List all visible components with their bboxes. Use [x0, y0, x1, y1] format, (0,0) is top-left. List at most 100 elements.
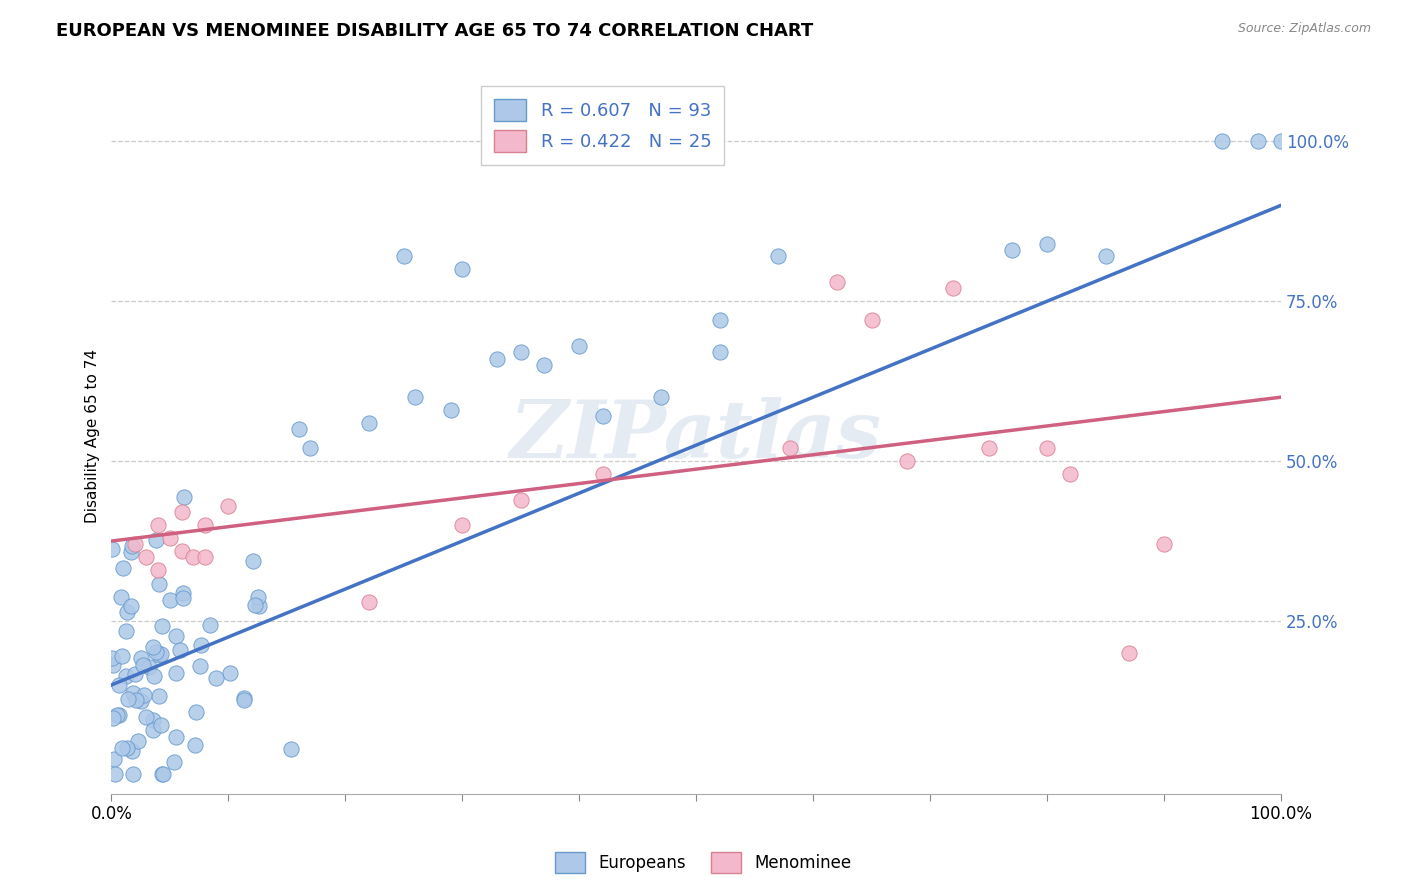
- Point: [142, 713, 165, 727]
- Point: [110, 590, 132, 604]
- Point: [111, 648, 134, 663]
- Point: [1036, 442, 1059, 456]
- Point: [148, 577, 170, 591]
- Point: [942, 281, 965, 295]
- Point: [152, 767, 174, 781]
- Point: [1059, 467, 1081, 481]
- Point: [159, 531, 181, 545]
- Point: [110, 740, 132, 755]
- Point: [1094, 250, 1116, 264]
- Point: [1211, 135, 1233, 149]
- Point: [121, 744, 143, 758]
- Point: [125, 693, 148, 707]
- Legend: R = 0.607   N = 93, R = 0.422   N = 25: R = 0.607 N = 93, R = 0.422 N = 25: [481, 87, 724, 165]
- Point: [190, 638, 212, 652]
- Legend: Europeans, Menominee: Europeans, Menominee: [548, 846, 858, 880]
- Point: [142, 669, 165, 683]
- Point: [896, 454, 918, 468]
- Point: [148, 689, 170, 703]
- Point: [124, 537, 146, 551]
- Point: [392, 250, 415, 264]
- Point: [104, 767, 127, 781]
- Point: [246, 591, 269, 605]
- Point: [165, 629, 187, 643]
- Point: [159, 593, 181, 607]
- Point: [184, 705, 207, 719]
- Point: [103, 752, 125, 766]
- Point: [142, 723, 165, 738]
- Point: [650, 390, 672, 404]
- Point: [150, 619, 173, 633]
- Point: [509, 492, 531, 507]
- Point: [121, 767, 143, 781]
- Point: [205, 671, 228, 685]
- Point: [129, 694, 152, 708]
- Point: [121, 540, 143, 554]
- Point: [132, 689, 155, 703]
- Point: [170, 505, 193, 519]
- Point: [148, 563, 170, 577]
- Point: [451, 262, 474, 277]
- Point: [108, 707, 131, 722]
- Point: [977, 442, 1000, 456]
- Point: [103, 657, 125, 672]
- Point: [217, 499, 239, 513]
- Point: [779, 442, 801, 456]
- Point: [200, 617, 222, 632]
- Point: [1118, 646, 1140, 660]
- Point: [124, 666, 146, 681]
- Point: [709, 313, 731, 327]
- Point: [100, 541, 122, 556]
- Point: [486, 351, 509, 366]
- Point: [1001, 243, 1024, 257]
- Point: [142, 640, 165, 655]
- Point: [115, 741, 138, 756]
- Point: [709, 345, 731, 359]
- Point: [105, 708, 128, 723]
- Point: [111, 561, 134, 575]
- Text: EUROPEAN VS MENOMINEE DISABILITY AGE 65 TO 74 CORRELATION CHART: EUROPEAN VS MENOMINEE DISABILITY AGE 65 …: [56, 22, 814, 40]
- Point: [592, 409, 614, 424]
- Point: [451, 518, 474, 533]
- Point: [825, 275, 848, 289]
- Point: [592, 467, 614, 481]
- Point: [148, 648, 170, 662]
- Point: [172, 591, 194, 606]
- Point: [247, 599, 270, 613]
- Point: [135, 550, 157, 565]
- Point: [127, 734, 149, 748]
- Point: [150, 718, 173, 732]
- Point: [1246, 135, 1268, 149]
- Point: [145, 533, 167, 547]
- Point: [299, 442, 322, 456]
- Point: [114, 624, 136, 639]
- Point: [1036, 236, 1059, 251]
- Point: [165, 666, 187, 681]
- Point: [766, 250, 789, 264]
- Point: [184, 739, 207, 753]
- Point: [232, 691, 254, 706]
- Point: [163, 755, 186, 769]
- Point: [103, 711, 125, 725]
- Point: [131, 657, 153, 672]
- Point: [115, 605, 138, 619]
- Point: [148, 518, 170, 533]
- Point: [860, 313, 883, 327]
- Point: [120, 545, 142, 559]
- Point: [533, 358, 555, 372]
- Text: ZIPatlas: ZIPatlas: [510, 397, 882, 475]
- Point: [135, 710, 157, 724]
- Point: [194, 518, 217, 533]
- Point: [129, 651, 152, 665]
- Point: [181, 550, 204, 565]
- Point: [115, 669, 138, 683]
- Point: [218, 665, 240, 680]
- Point: [439, 403, 461, 417]
- Point: [1270, 135, 1292, 149]
- Point: [172, 585, 194, 599]
- Point: [245, 598, 267, 612]
- Point: [122, 686, 145, 700]
- Point: [280, 741, 302, 756]
- Point: [242, 554, 264, 568]
- Point: [188, 659, 211, 673]
